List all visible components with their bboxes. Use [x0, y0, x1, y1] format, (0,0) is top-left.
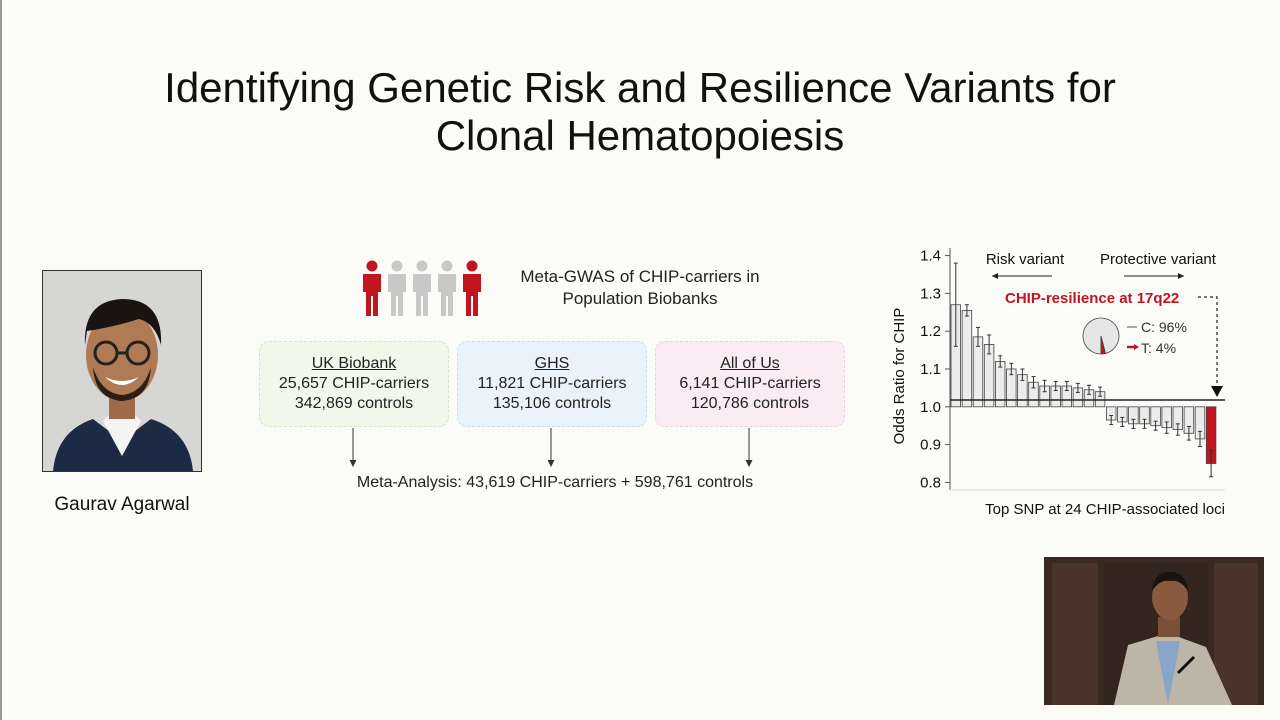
odds-ratio-chart: 1.4 1.3 1.2 1.1 1.0 0.9 0.8 Odds Ratio for CHI… [880, 240, 1240, 530]
y-tick-label: 0.9 [920, 437, 941, 454]
slide-left-border [0, 0, 2, 720]
cohort-carriers: 11,821 CHIP-carriers [477, 375, 627, 392]
red-arrow-icon [1134, 344, 1139, 350]
speaker-name: Gaurav Agarwal [54, 494, 190, 515]
cohort-carriers: 25,657 CHIP-carriers [278, 375, 430, 392]
slide-title-line1: Identifying Genetic Risk and Resilience … [164, 64, 1116, 111]
y-tick-label: 1.2 [920, 323, 941, 340]
presenter-video [1044, 557, 1264, 705]
y-tick-label: 0.8 [920, 474, 941, 491]
pie-slice [1100, 335, 1106, 355]
y-tick-labels: 1.4 1.3 1.2 1.1 1.0 0.9 0.8 [920, 248, 950, 491]
meta-gwas-title-line2: Population Biobanks [562, 289, 718, 308]
down-arrow-icon [547, 428, 555, 467]
y-axis-label: Odds Ratio for CHIP [891, 308, 908, 445]
person-icon [413, 260, 431, 316]
cohort-box-uk-biobank: UK Biobank 25,657 CHIP-carriers 342,869 … [259, 341, 449, 427]
pie-legend-c: C: 96% [1141, 319, 1187, 335]
right-arrow-icon [1178, 273, 1184, 279]
cohort-controls: 135,106 controls [492, 395, 612, 412]
left-arrow-icon [992, 273, 998, 279]
y-tick-label: 1.4 [920, 248, 941, 265]
person-icon [438, 260, 456, 316]
resilience-annotation: CHIP-resilience at 17q22 [1005, 290, 1179, 307]
speaker-portrait-illustration [43, 271, 201, 471]
cohort-box-ghs: GHS 11,821 CHIP-carriers 135,106 control… [457, 341, 647, 427]
bars-group [950, 262, 1217, 478]
meta-gwas-title-line1: Meta-GWAS of CHIP-carriers in [520, 267, 760, 286]
cohort-name: GHS [534, 355, 570, 372]
cohort-name: UK Biobank [311, 355, 397, 372]
y-tick-label: 1.1 [920, 361, 941, 378]
bar [972, 336, 984, 408]
person-icon [463, 260, 481, 316]
annotation-leader-line [1198, 296, 1218, 388]
cohort-carriers: 6,141 CHIP-carriers [679, 375, 821, 392]
presenter-video-frame [1044, 557, 1264, 705]
allele-pie-chart [1082, 317, 1120, 355]
person-icon [388, 260, 406, 316]
odds-ratio-chart-svg: 1.4 1.3 1.2 1.1 1.0 0.9 0.8 Odds Ratio for CHI… [891, 248, 1225, 518]
cohort-box-all-of-us: All of Us 6,141 CHIP-carriers 120,786 co… [655, 341, 845, 427]
down-arrow-icon [1211, 386, 1223, 397]
y-tick-label: 1.0 [920, 399, 941, 416]
meta-analysis-summary: Meta-Analysis: 43,619 CHIP-carriers + 59… [356, 474, 754, 491]
speaker-photo [42, 270, 202, 472]
risk-variant-label: Risk variant [986, 251, 1065, 268]
x-axis-label: Top SNP at 24 CHIP-associated loci [985, 501, 1225, 518]
down-arrow-icon [745, 428, 753, 467]
cohort-controls: 120,786 controls [690, 395, 810, 412]
cohort-controls: 342,869 controls [294, 395, 414, 412]
cohort-name: All of Us [720, 355, 780, 372]
slide-title-line2: Clonal Hematopoiesis [435, 112, 845, 159]
down-arrow-icon [349, 428, 357, 467]
population-icons [360, 260, 490, 318]
y-tick-label: 1.3 [920, 285, 941, 302]
person-icon [363, 260, 381, 316]
protective-variant-label: Protective variant [1100, 251, 1217, 268]
bar [961, 309, 973, 408]
pie-legend-t: T: 4% [1141, 340, 1176, 356]
meta-gwas-title: Meta-GWAS of CHIP-carriers in Population… [500, 266, 780, 310]
slide-title: Identifying Genetic Risk and Resilience … [0, 64, 1280, 160]
people-icons-svg [363, 260, 481, 316]
